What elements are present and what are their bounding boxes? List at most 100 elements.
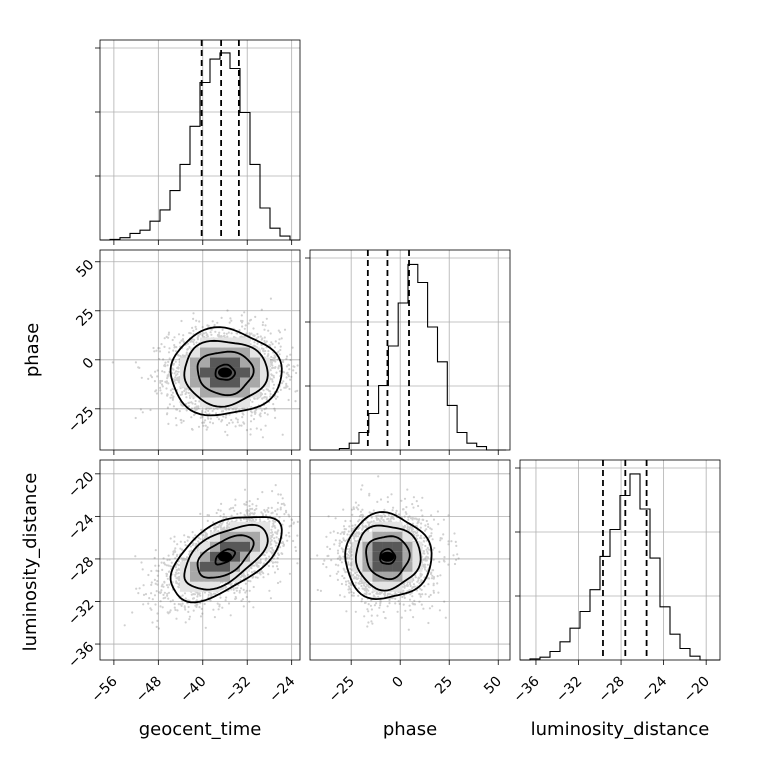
pair-geocent_time-luminosity_distance-density-cell: [180, 561, 190, 572]
pair-geocent_time-phase-density-cell: [190, 387, 200, 398]
pair-phase-luminosity_distance-density-cell: [392, 561, 403, 572]
y-lum-yticklabel-0: −20: [65, 469, 97, 501]
pair-phase-luminosity_distance-density-cell: [372, 531, 383, 542]
pair-phase-luminosity_distance-density-cell: [362, 571, 373, 582]
y-phase-yticklabel-1: 0: [80, 355, 98, 373]
y-lum-yticklabel-3: −32: [65, 597, 97, 629]
pair-geocent_time-phase-density-cell: [210, 357, 220, 368]
pair-phase-luminosity_distance-density-cell: [382, 571, 393, 582]
pair-geocent_time-phase-contour-2: [169, 326, 283, 417]
pair-geocent_time-luminosity_distance-density-cell: [210, 531, 220, 542]
pair-phase-luminosity_distance-density-cell: [372, 571, 383, 582]
pair-geocent_time-luminosity_distance-density-cell: [240, 551, 250, 562]
pair-phase-luminosity_distance-contour-1: [355, 524, 422, 592]
hist-luminosity_distance-frame: [519, 459, 721, 661]
pair-geocent_time-luminosity_distance-density-cell: [230, 561, 240, 572]
pair-geocent_time-luminosity_distance-density-cell: [260, 521, 270, 532]
pair-geocent_time-phase-density-cell: [210, 347, 220, 358]
pair-geocent_time-luminosity_distance-density-cell: [220, 541, 230, 552]
pair-geocent_time-phase-density-cell: [200, 387, 210, 398]
pair-geocent_time-luminosity_distance-density-cell: [200, 561, 210, 572]
pair-geocent_time-luminosity_distance-density-cell: [230, 541, 240, 552]
pair-phase-luminosity_distance-density-cell: [362, 561, 373, 572]
pair-geocent_time-phase-density-cell: [240, 387, 250, 398]
pair-geocent_time-luminosity_distance-density-cell: [250, 551, 260, 562]
pair-geocent_time-phase-density-cell: [200, 347, 210, 358]
pair-geocent_time-luminosity_distance-contour-2: [169, 516, 283, 604]
pair-geocent_time-phase-density-cell: [250, 347, 260, 358]
pair-geocent_time-phase-density-cell: [230, 357, 240, 368]
x-geo-xticklabel-4: −24: [266, 673, 298, 705]
pair-geocent_time-phase-density-cell: [250, 357, 260, 368]
pair-geocent_time-luminosity_distance-density-cell: [260, 531, 270, 542]
pair-geocent_time-phase-density-cell: [240, 347, 250, 358]
pair-geocent_time-luminosity_distance-density-cell: [240, 541, 250, 552]
x-lum-xticklabel-2: −28: [596, 674, 628, 706]
pair-geocent_time-phase-density-cell: [240, 377, 250, 388]
pair-geocent_time-luminosity_distance-density-cell: [210, 581, 220, 592]
pair-geocent_time-luminosity_distance-density-cell: [210, 541, 220, 552]
pair-geocent_time-luminosity_distance-density-cell: [200, 551, 210, 562]
pair-phase-luminosity_distance-density-cell: [382, 581, 393, 592]
pair-phase-luminosity_distance-density-cell: [402, 561, 413, 572]
pair-geocent_time-phase-contour-0: [196, 350, 255, 397]
pair-phase-luminosity_distance-density-cell: [362, 551, 373, 562]
pair-phase-luminosity_distance-density-cell: [412, 561, 423, 572]
x-lum-xticklabel-3: −24: [638, 673, 670, 705]
pair-phase-luminosity_distance-density-cell: [392, 541, 403, 552]
pair-geocent_time-phase-density-cell: [240, 397, 250, 408]
axis-labels: geocent_time phase luminosity_distance p…: [20, 323, 709, 740]
pair-geocent_time-phase-density-cell: [200, 357, 210, 368]
pair-geocent_time-luminosity_distance-density-cell: [200, 581, 210, 592]
pair-geocent_time-luminosity_distance-density-cell: [220, 561, 230, 572]
pair-geocent_time-phase: [99, 249, 301, 451]
pair-geocent_time-phase-density-cell: [230, 377, 240, 388]
x-axis-label-phase: phase: [383, 719, 437, 740]
pair-geocent_time-luminosity_distance-density-cell: [190, 561, 200, 572]
y-phase-yticklabel-0: −25: [65, 404, 97, 436]
pair-geocent_time-luminosity_distance-density-cell: [250, 521, 260, 532]
hist-geocent_time-frame: [99, 39, 301, 241]
hist-geocent_time-bg: [100, 40, 300, 240]
pair-geocent_time-phase-frame: [99, 249, 301, 451]
x-phase-xticklabel-3: 50: [481, 674, 505, 698]
pair-phase-luminosity_distance-density-cell: [402, 531, 413, 542]
pair-geocent_time-phase-density-cell: [250, 367, 260, 378]
y-axis-label-luminosity-distance: luminosity_distance: [20, 473, 41, 652]
pair-geocent_time-phase-density-cell: [220, 357, 230, 368]
pair-geocent_time-luminosity_distance-density-cell: [250, 541, 260, 552]
pair-geocent_time-phase-density-cell: [200, 377, 210, 388]
x-lum-xticklabel-4: −20: [681, 674, 713, 706]
pair-geocent_time-luminosity_distance-density-cell: [230, 551, 240, 562]
pair-geocent_time-luminosity_distance-contour-0: [196, 534, 255, 579]
pair-phase-luminosity_distance-density-cell: [392, 521, 403, 532]
pair-geocent_time-phase-density-cell: [190, 357, 200, 368]
pair-geocent_time-phase-density-cell: [190, 367, 200, 378]
x-axis-label-geocent-time: geocent_time: [139, 719, 262, 740]
pair-phase-luminosity_distance-contour-0: [365, 535, 411, 581]
pair-phase-luminosity_distance-contour-3: [379, 547, 397, 565]
pair-geocent_time-luminosity_distance-density-cell: [190, 571, 200, 582]
pair-geocent_time-phase-density-cell: [240, 337, 250, 348]
pair-geocent_time-luminosity_distance-peak: [218, 551, 232, 562]
hist-phase-bg: [310, 250, 510, 450]
pair-geocent_time-luminosity_distance-density-cell: [250, 531, 260, 542]
x-lum-xticklabel-1: −32: [553, 674, 585, 706]
pair-phase-luminosity_distance-density-cell: [412, 541, 423, 552]
pair-phase-luminosity_distance-density-cell: [372, 541, 383, 552]
pair-phase-luminosity_distance-density-cell: [392, 551, 403, 562]
pair-geocent_time-phase-density-cell: [250, 377, 260, 388]
pair-geocent_time-luminosity_distance-density-cell: [240, 561, 250, 572]
y-lum-yticklabel-2: −28: [65, 554, 97, 586]
pair-geocent_time-luminosity_distance-frame: [99, 459, 301, 661]
pair-geocent_time-phase-density-cell: [240, 357, 250, 368]
pair-geocent_time-luminosity_distance-contour-1: [183, 523, 269, 591]
hist-phase-frame: [309, 249, 511, 451]
pair-phase-luminosity_distance-density-cell: [362, 531, 373, 542]
y-lum-yticklabel-1: −24: [65, 511, 97, 543]
pair-geocent_time-phase-peak: [218, 367, 232, 378]
pair-phase-luminosity_distance-frame: [309, 459, 511, 661]
pair-geocent_time-phase-density-cell: [220, 387, 230, 398]
pair-geocent_time-luminosity_distance-density-cell: [240, 521, 250, 532]
pair-geocent_time-luminosity_distance-density-cell: [260, 541, 270, 552]
